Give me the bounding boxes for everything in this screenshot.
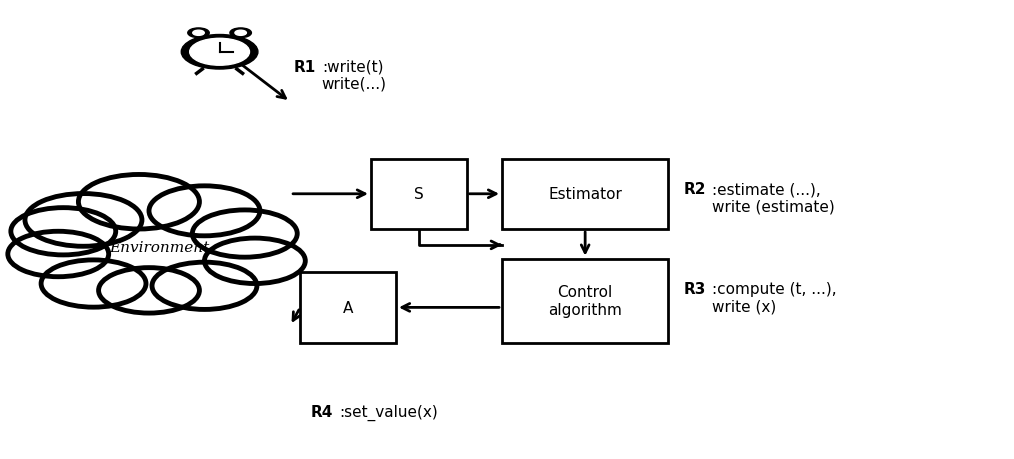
Circle shape (11, 208, 116, 255)
Circle shape (149, 186, 260, 236)
Text: :estimate (...),
write (estimate): :estimate (...), write (estimate) (713, 182, 836, 214)
FancyBboxPatch shape (502, 159, 668, 230)
Circle shape (193, 31, 204, 36)
Text: S: S (414, 187, 424, 202)
Text: R2: R2 (683, 182, 706, 197)
Circle shape (205, 239, 305, 284)
FancyBboxPatch shape (300, 273, 396, 343)
Text: R4: R4 (310, 404, 333, 419)
Text: R3: R3 (683, 282, 706, 297)
Circle shape (190, 39, 249, 66)
Ellipse shape (58, 207, 260, 284)
Circle shape (235, 31, 246, 36)
FancyBboxPatch shape (502, 259, 668, 343)
Circle shape (42, 260, 146, 308)
Text: Estimator: Estimator (549, 187, 623, 202)
Circle shape (193, 211, 297, 257)
Text: :compute (t, ...),
write (x): :compute (t, ...), write (x) (712, 282, 837, 314)
Text: :set_value(x): :set_value(x) (339, 404, 438, 420)
Text: A: A (343, 300, 353, 315)
Text: Environment: Environment (108, 241, 209, 255)
Circle shape (230, 29, 251, 39)
Circle shape (78, 175, 200, 230)
Circle shape (152, 263, 257, 310)
FancyBboxPatch shape (371, 159, 466, 230)
Text: :write(t)
write(...): :write(t) write(...) (321, 60, 386, 92)
Text: R1: R1 (293, 60, 315, 74)
Circle shape (8, 232, 108, 277)
Circle shape (188, 29, 209, 39)
Circle shape (25, 194, 142, 247)
Circle shape (182, 35, 258, 70)
Text: Control
algorithm: Control algorithm (549, 285, 623, 317)
Circle shape (98, 268, 200, 313)
